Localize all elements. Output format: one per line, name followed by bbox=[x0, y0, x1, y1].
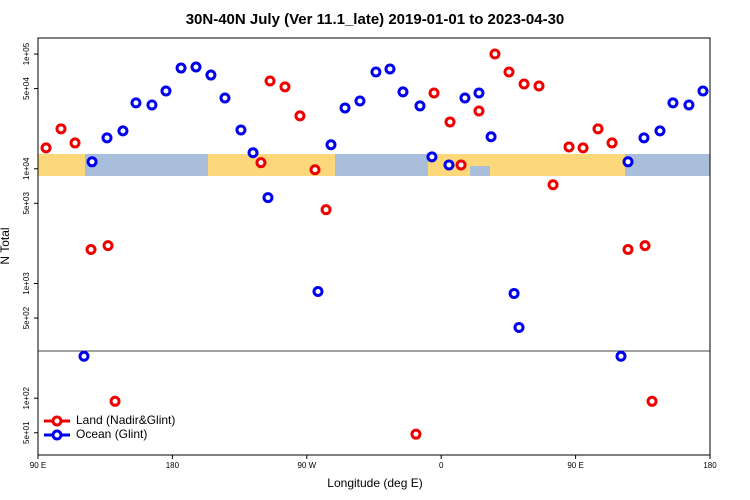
point bbox=[117, 125, 129, 137]
legend-marker bbox=[51, 415, 63, 427]
point bbox=[294, 110, 306, 122]
legend-label: Ocean (Glint) bbox=[76, 427, 147, 441]
point bbox=[606, 137, 618, 149]
x-axis-label: Longitude (deg E) bbox=[327, 476, 422, 490]
y-tick-label: 5e+04 bbox=[22, 77, 31, 100]
point bbox=[40, 142, 52, 154]
point bbox=[503, 66, 515, 78]
point bbox=[102, 240, 114, 252]
y-tick-label: 5e+03 bbox=[22, 192, 31, 215]
chart-title: 30N-40N July (Ver 11.1_late) 2019-01-01 … bbox=[186, 11, 565, 28]
y-tick-label: 1e+02 bbox=[22, 386, 31, 409]
point bbox=[455, 159, 467, 171]
point bbox=[160, 85, 172, 97]
point bbox=[55, 123, 67, 135]
point bbox=[622, 243, 634, 255]
point bbox=[354, 95, 366, 107]
legend-marker bbox=[51, 429, 63, 441]
x-tick-label: 90 W bbox=[297, 461, 316, 470]
x-tick-label: 90 E bbox=[567, 461, 583, 470]
point bbox=[312, 286, 324, 298]
point bbox=[255, 157, 267, 169]
point bbox=[563, 141, 575, 153]
point bbox=[639, 240, 651, 252]
point bbox=[205, 69, 217, 81]
point bbox=[615, 350, 627, 362]
point bbox=[235, 124, 247, 136]
point bbox=[219, 92, 231, 104]
point bbox=[444, 116, 456, 128]
point bbox=[443, 159, 455, 171]
point bbox=[384, 63, 396, 75]
point bbox=[78, 350, 90, 362]
point bbox=[473, 87, 485, 99]
point bbox=[426, 151, 438, 163]
point bbox=[513, 321, 525, 333]
legend-label: Land (Nadir&Glint) bbox=[76, 413, 175, 427]
point bbox=[279, 81, 291, 93]
point bbox=[489, 48, 501, 60]
point bbox=[547, 179, 559, 191]
point bbox=[654, 125, 666, 137]
point bbox=[518, 78, 530, 90]
point bbox=[397, 86, 409, 98]
point bbox=[592, 123, 604, 135]
point bbox=[101, 132, 113, 144]
point bbox=[683, 99, 695, 111]
point bbox=[130, 97, 142, 109]
x-tick-label: 0 bbox=[439, 461, 444, 470]
y-tick-label: 5e+02 bbox=[22, 306, 31, 329]
point bbox=[86, 156, 98, 168]
y-axis-label: N Total bbox=[0, 227, 12, 264]
point bbox=[473, 105, 485, 117]
point bbox=[325, 139, 337, 151]
point bbox=[339, 102, 351, 114]
point bbox=[69, 137, 81, 149]
point bbox=[646, 395, 658, 407]
point bbox=[622, 156, 634, 168]
point bbox=[577, 142, 589, 154]
x-tick-label: 90 E bbox=[30, 461, 46, 470]
point bbox=[85, 243, 97, 255]
y-tick-label: 5e+01 bbox=[22, 421, 31, 444]
point bbox=[508, 287, 520, 299]
point bbox=[264, 75, 276, 87]
point bbox=[370, 66, 382, 78]
point bbox=[262, 192, 274, 204]
point bbox=[320, 204, 332, 216]
point bbox=[459, 92, 471, 104]
plot-frame bbox=[37, 37, 711, 456]
y-tick-label: 1e+03 bbox=[22, 272, 31, 295]
point bbox=[190, 61, 202, 73]
point bbox=[109, 395, 121, 407]
point bbox=[485, 131, 497, 143]
point bbox=[428, 87, 440, 99]
point bbox=[247, 147, 259, 159]
x-tick-label: 180 bbox=[703, 461, 717, 470]
y-tick-label: 1e+05 bbox=[22, 42, 31, 65]
point bbox=[638, 132, 650, 144]
point bbox=[697, 85, 709, 97]
point bbox=[146, 99, 158, 111]
point bbox=[175, 62, 187, 74]
point bbox=[410, 428, 422, 440]
point bbox=[667, 97, 679, 109]
point bbox=[309, 164, 321, 176]
map-band bbox=[38, 154, 710, 176]
x-tick-label: 180 bbox=[166, 461, 180, 470]
point bbox=[533, 80, 545, 92]
y-tick-label: 1e+04 bbox=[22, 157, 31, 180]
point bbox=[414, 100, 426, 112]
